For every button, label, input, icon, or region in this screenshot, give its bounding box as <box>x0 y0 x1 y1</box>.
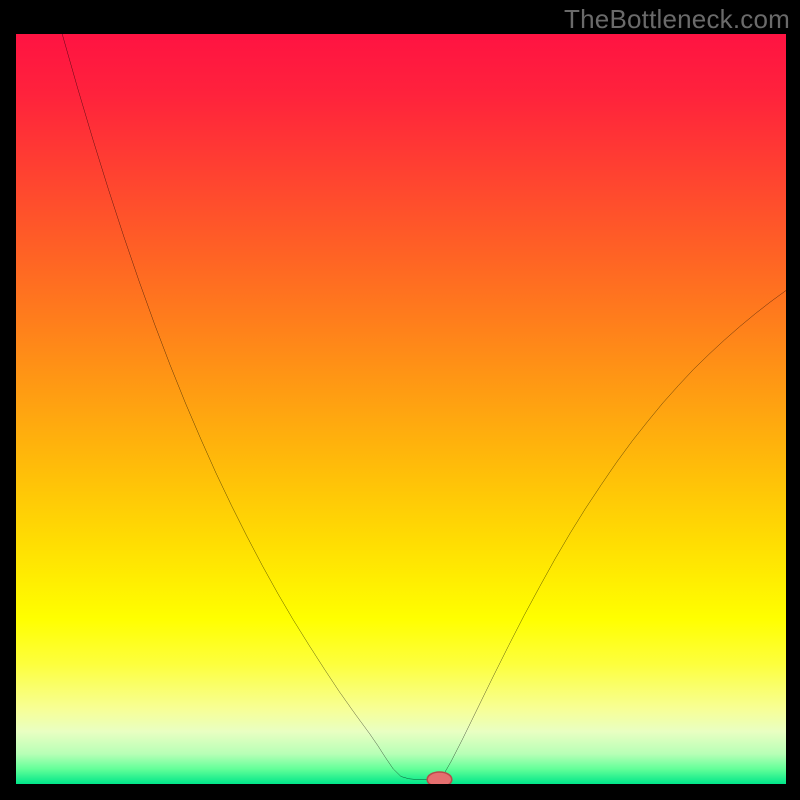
bottleneck-chart <box>16 34 786 784</box>
gradient-background <box>16 34 786 784</box>
watermark-text: TheBottleneck.com <box>564 4 790 35</box>
chart-svg <box>16 34 786 784</box>
minimum-marker <box>427 772 452 784</box>
